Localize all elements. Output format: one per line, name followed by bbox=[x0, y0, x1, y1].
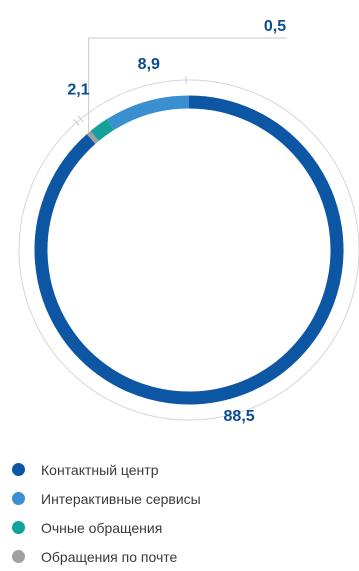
slice-in-person bbox=[95, 125, 111, 136]
legend: Контактный центр Интерактивные сервисы О… bbox=[12, 455, 201, 571]
value-label-in-person: 2,1 bbox=[67, 81, 89, 98]
legend-swatch bbox=[12, 521, 25, 534]
donut-chart: 88,5 8,9 2,1 0,5 bbox=[0, 0, 359, 440]
slice-contact-center bbox=[41, 102, 337, 398]
legend-item-contact-center: Контактный центр bbox=[12, 455, 201, 484]
outer-ring bbox=[19, 76, 359, 420]
value-label-contact-center: 88,5 bbox=[224, 408, 255, 425]
ring-tick-2 bbox=[78, 116, 83, 122]
legend-item-in-person: Очные обращения bbox=[12, 513, 201, 542]
slices bbox=[41, 102, 337, 398]
legend-label: Очные обращения bbox=[41, 520, 162, 536]
slice-mail bbox=[91, 136, 95, 139]
legend-label: Интерактивные сервисы bbox=[41, 491, 201, 507]
legend-swatch bbox=[12, 463, 25, 476]
legend-label: Обращения по почте bbox=[41, 549, 177, 565]
value-label-mail: 0,5 bbox=[264, 18, 286, 35]
legend-label: Контактный центр bbox=[41, 462, 159, 478]
legend-swatch bbox=[12, 550, 25, 563]
outer-thin-ring bbox=[19, 80, 359, 420]
legend-item-mail: Обращения по почте bbox=[12, 542, 201, 571]
legend-swatch bbox=[12, 492, 25, 505]
legend-item-interactive-services: Интерактивные сервисы bbox=[12, 484, 201, 513]
value-label-interactive-services: 8,9 bbox=[138, 56, 160, 73]
slice-interactive-services bbox=[110, 102, 189, 125]
